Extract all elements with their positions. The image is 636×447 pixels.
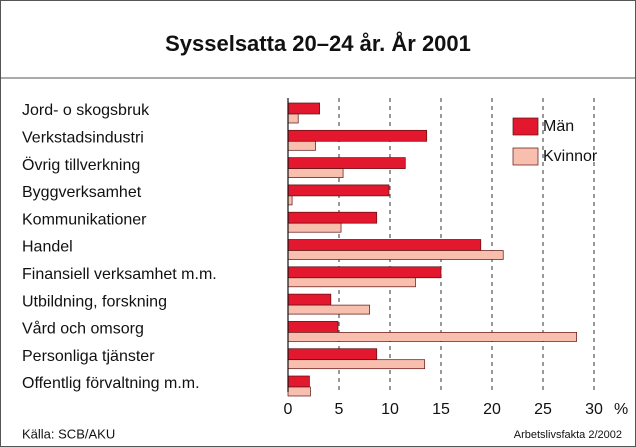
y-tick-label: Verkstadsindustri — [22, 130, 144, 147]
x-unit: % — [614, 401, 628, 418]
y-tick-label: Handel — [22, 239, 73, 256]
x-tick-label: 15 — [432, 401, 450, 418]
y-tick-label: Finansiell verksamhet m.m. — [22, 266, 217, 283]
bar — [287, 102, 320, 115]
x-tick-label: 20 — [483, 401, 501, 418]
y-tick-label: Utbildning, forskning — [22, 293, 167, 310]
bar — [287, 277, 416, 288]
bar — [287, 375, 310, 388]
credit: Arbetslivsfakta 2/2002 — [514, 429, 622, 441]
bar — [287, 250, 504, 260]
y-tick-label: Jord- o skogsbruk — [22, 102, 150, 119]
bar — [287, 195, 293, 206]
bar — [287, 386, 311, 397]
chart-title: Sysselsatta 20–24 år. År 2001 — [165, 30, 471, 56]
bar — [287, 321, 339, 333]
y-tick-label: Kommunikationer — [22, 211, 147, 228]
bar — [287, 348, 378, 361]
bar — [287, 222, 342, 233]
legend-swatch — [512, 117, 539, 136]
bar — [287, 157, 406, 169]
y-tick-label: Byggverksamhet — [22, 184, 142, 201]
bar — [287, 184, 390, 197]
x-tick-label: 5 — [335, 401, 344, 418]
bar — [287, 266, 442, 279]
bar — [287, 359, 426, 370]
y-tick-label: Offentlig förvaltning m.m. — [22, 375, 200, 392]
x-tick-label: 30 — [585, 401, 603, 418]
legend-label: Kvinnor — [543, 148, 598, 165]
y-tick-label: Övrig tillverkning — [22, 156, 140, 174]
legend-swatch — [512, 147, 539, 166]
source: Källa: SCB/AKU — [22, 426, 115, 441]
bar — [287, 293, 332, 306]
x-tick-label: 10 — [381, 401, 399, 418]
bar — [287, 168, 344, 178]
x-tick-label: 0 — [284, 401, 293, 418]
bar — [287, 140, 316, 151]
bar — [287, 211, 378, 224]
x-tick-label: 25 — [534, 401, 552, 418]
bar — [287, 113, 299, 124]
y-tick-label: Personliga tjänster — [22, 348, 155, 365]
y-tick-label: Vård och omsorg — [22, 320, 144, 338]
bar — [287, 304, 370, 315]
bar — [287, 239, 482, 251]
bar — [287, 129, 428, 142]
legend-label: Män — [543, 118, 574, 135]
bar — [287, 332, 578, 342]
